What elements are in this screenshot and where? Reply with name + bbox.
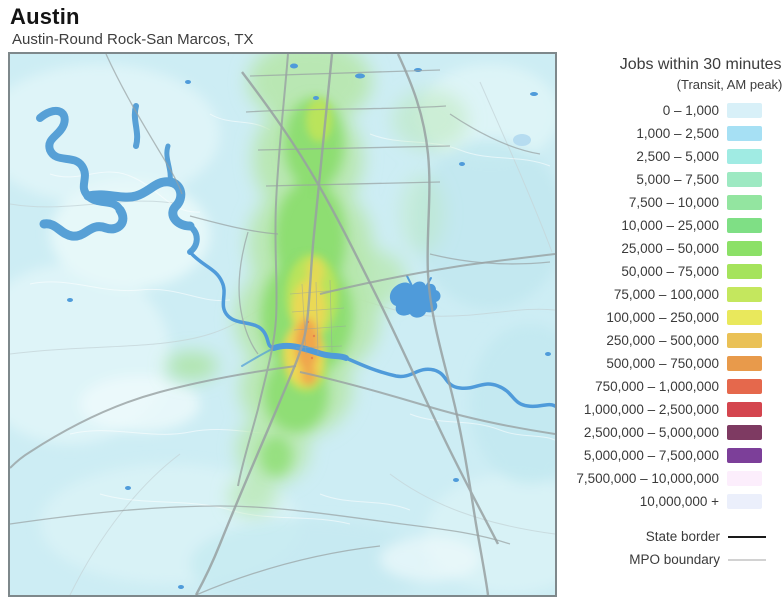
legend-row-swatch — [727, 494, 762, 509]
water-features — [36, 63, 555, 589]
legend-row-swatch — [727, 425, 762, 440]
legend-row-label: 0 – 1,000 — [662, 103, 719, 118]
map-canvas — [10, 54, 555, 595]
legend-row-swatch — [727, 241, 762, 256]
legend-row-label: 1,000,000 – 2,500,000 — [583, 402, 719, 417]
legend-row-label: 75,000 – 100,000 — [613, 287, 719, 302]
legend-row: 2,500 – 5,000 — [558, 145, 782, 168]
legend-row: 100,000 – 250,000 — [558, 306, 782, 329]
mpo-boundary-line — [728, 558, 766, 561]
legend-row: 25,000 – 50,000 — [558, 237, 782, 260]
report-header: Austin Austin-Round Rock-San Marcos, TX — [10, 4, 254, 48]
legend-row-swatch — [727, 103, 762, 118]
legend-row: 500,000 – 750,000 — [558, 352, 782, 375]
legend-row: 1,000 – 2,500 — [558, 122, 782, 145]
legend-row-swatch — [727, 218, 762, 233]
legend-row: 1,000,000 – 2,500,000 — [558, 398, 782, 421]
legend-row-label: 10,000,000 + — [639, 494, 719, 509]
legend-row-label: 100,000 – 250,000 — [606, 310, 719, 325]
road-sh130 — [396, 54, 490, 595]
legend-row-label: 2,500,000 – 5,000,000 — [583, 425, 719, 440]
page-title: Austin — [10, 4, 80, 29]
legend-row-swatch — [727, 126, 762, 141]
legend-title: Jobs within 30 minutes: — [619, 56, 782, 73]
legend-row-swatch — [727, 149, 762, 164]
legend-row-swatch — [727, 402, 762, 417]
legend-row: 10,000 – 25,000 — [558, 214, 782, 237]
legend-row-label: 1,000 – 2,500 — [636, 126, 719, 141]
legend-row-swatch — [727, 448, 762, 463]
road-us290e — [319, 253, 555, 295]
state-border-row: State border — [558, 525, 782, 548]
legend-row-label: 10,000 – 25,000 — [621, 218, 719, 233]
legend-row-swatch — [727, 310, 762, 325]
legend-row-swatch — [727, 333, 762, 348]
legend-row-swatch — [727, 172, 762, 187]
legend-row: 750,000 – 1,000,000 — [558, 375, 782, 398]
legend-row-label: 50,000 – 75,000 — [621, 264, 719, 279]
legend-row-label: 250,000 – 500,000 — [606, 333, 719, 348]
legend-row-label: 500,000 – 750,000 — [606, 356, 719, 371]
legend-row: 10,000,000 + — [558, 490, 782, 513]
road-us290w — [10, 365, 297, 469]
legend-row-swatch — [727, 195, 762, 210]
ponds — [67, 63, 551, 589]
legend-row: 50,000 – 75,000 — [558, 260, 782, 283]
legend-row: 5,000,000 – 7,500,000 — [558, 444, 782, 467]
legend-row-label: 2,500 – 5,000 — [636, 149, 719, 164]
legend: Jobs within 30 minutes: (Transit, AM pea… — [558, 48, 782, 571]
mpo-boundary-row: MPO boundary — [558, 548, 782, 571]
legend-row-label: 7,500,000 – 10,000,000 — [576, 471, 719, 486]
legend-row-swatch — [727, 264, 762, 279]
legend-row-label: 5,000,000 – 7,500,000 — [583, 448, 719, 463]
legend-row-swatch — [727, 471, 762, 486]
legend-row: 75,000 – 100,000 — [558, 283, 782, 306]
legend-subtitle: (Transit, AM peak): — [676, 77, 782, 92]
legend-row-swatch — [727, 379, 762, 394]
legend-row-label: 25,000 – 50,000 — [621, 241, 719, 256]
road-us183 — [241, 71, 500, 545]
legend-row: 7,500 – 10,000 — [558, 191, 782, 214]
state-border-line — [728, 535, 766, 538]
downtown-street-grid — [289, 279, 347, 355]
legend-row-swatch — [727, 287, 762, 302]
legend-row: 7,500,000 – 10,000,000 — [558, 467, 782, 490]
legend-row-label: 5,000 – 7,500 — [636, 172, 719, 187]
lake-travis — [36, 103, 200, 255]
road-network — [10, 54, 555, 595]
mpo-boundary-label: MPO boundary — [629, 552, 720, 567]
legend-row-label: 750,000 – 1,000,000 — [595, 379, 719, 394]
legend-rows: 0 – 1,000 1,000 – 2,500 2,500 – 5,000 5,000… — [558, 99, 782, 513]
road-sh71e — [299, 371, 555, 435]
page-subtitle: Austin-Round Rock-San Marcos, TX — [12, 31, 254, 48]
state-border-label: State border — [645, 529, 720, 544]
ne-small-lake — [513, 134, 531, 146]
road-mopac — [237, 54, 289, 487]
legend-row-swatch — [727, 356, 762, 371]
legend-row: 2,500,000 – 5,000,000 — [558, 421, 782, 444]
road-i35 — [194, 54, 334, 595]
legend-row: 250,000 – 500,000 — [558, 329, 782, 352]
legend-row: 5,000 – 7,500 — [558, 168, 782, 191]
legend-row-label: 7,500 – 10,000 — [628, 195, 719, 210]
accessibility-map — [8, 52, 557, 597]
legend-row: 0 – 1,000 — [558, 99, 782, 122]
